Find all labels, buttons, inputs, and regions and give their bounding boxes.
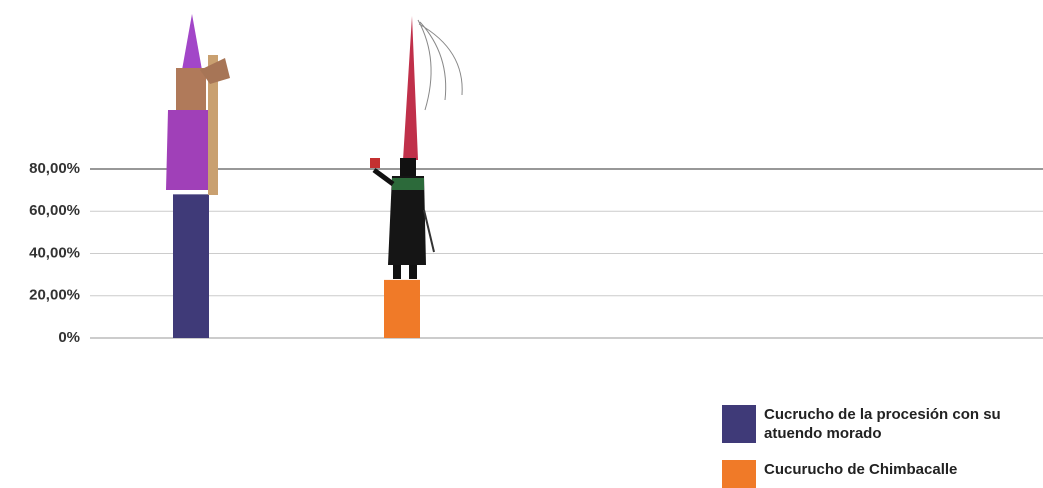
- chart-page: 0% 20,00% 40,00% 60,00% 80,00% Cucrucho de l…: [0, 0, 1043, 488]
- y-tick-label: 60,00%: [29, 202, 80, 219]
- y-tick-label: 0%: [58, 329, 80, 346]
- legend-swatch: [722, 460, 756, 488]
- y-tick-label: 40,00%: [29, 244, 80, 261]
- legend-label: Cucrucho de la procesión con su atuendo …: [764, 405, 1004, 443]
- y-tick-label: 20,00%: [29, 287, 80, 304]
- bar: [173, 194, 209, 338]
- bar: [384, 280, 420, 338]
- legend-swatch: [722, 405, 756, 443]
- legend-item: Cucrucho de la procesión con su atuendo …: [722, 405, 1004, 443]
- legend-label: Cucurucho de Chimbacalle: [764, 460, 1024, 479]
- illustrations: [166, 14, 462, 279]
- legend-item: Cucurucho de Chimbacalle: [722, 460, 1024, 488]
- y-tick-label: 80,00%: [29, 160, 80, 177]
